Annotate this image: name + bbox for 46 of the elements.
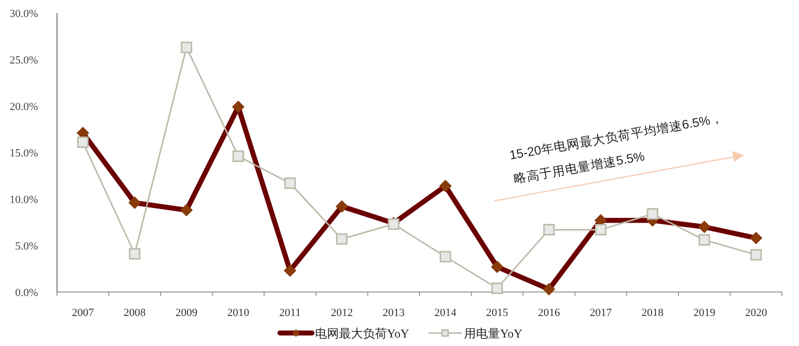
point	[180, 42, 192, 54]
point	[543, 224, 555, 236]
y-tick-label: 10.0%	[10, 194, 38, 206]
x-tick-label: 2014	[434, 307, 457, 319]
point	[232, 100, 244, 114]
point	[490, 260, 504, 274]
point	[542, 282, 556, 296]
point	[439, 180, 452, 192]
y-tick-label: 0.0%	[15, 287, 38, 299]
point	[232, 150, 244, 162]
legend-label: 电网最大负荷YoY	[315, 326, 410, 340]
x-tick-label: 2012	[330, 307, 353, 319]
x-tick-label: 2016	[538, 307, 560, 319]
point	[491, 282, 503, 294]
point	[750, 249, 762, 261]
x-tick-label: 2015	[486, 307, 509, 319]
point	[698, 234, 710, 246]
point	[77, 136, 89, 148]
point	[128, 248, 140, 260]
x-tick-label: 2009	[175, 307, 198, 319]
x-tick-label: 2017	[590, 307, 612, 319]
point	[750, 232, 762, 244]
x-tick-label: 2013	[382, 307, 406, 319]
point	[595, 224, 606, 236]
y-tick-label: 5.0%	[15, 240, 38, 252]
point	[698, 220, 711, 234]
y-tick-label: 15.0%	[10, 148, 38, 160]
point	[440, 250, 452, 262]
x-tick-label: 2020	[745, 307, 768, 319]
y-tick-label: 25.0%	[10, 54, 38, 66]
x-tick-label: 2011	[279, 307, 301, 319]
point	[646, 208, 658, 220]
x-tick-label: 2010	[227, 307, 250, 319]
point	[180, 204, 193, 216]
legend-label: 用电量YoY	[464, 326, 523, 340]
x-tick-label: 2007	[72, 307, 94, 319]
x-tick-label: 2019	[693, 307, 716, 319]
y-tick-label: 20.0%	[10, 101, 38, 113]
point	[128, 196, 141, 209]
point	[336, 200, 348, 213]
y-tick-label: 30.0%	[10, 8, 38, 20]
point	[284, 264, 296, 277]
point	[336, 233, 348, 245]
x-tick-label: 2008	[124, 307, 146, 319]
point	[284, 177, 296, 189]
x-tick-label: 2018	[642, 307, 664, 319]
